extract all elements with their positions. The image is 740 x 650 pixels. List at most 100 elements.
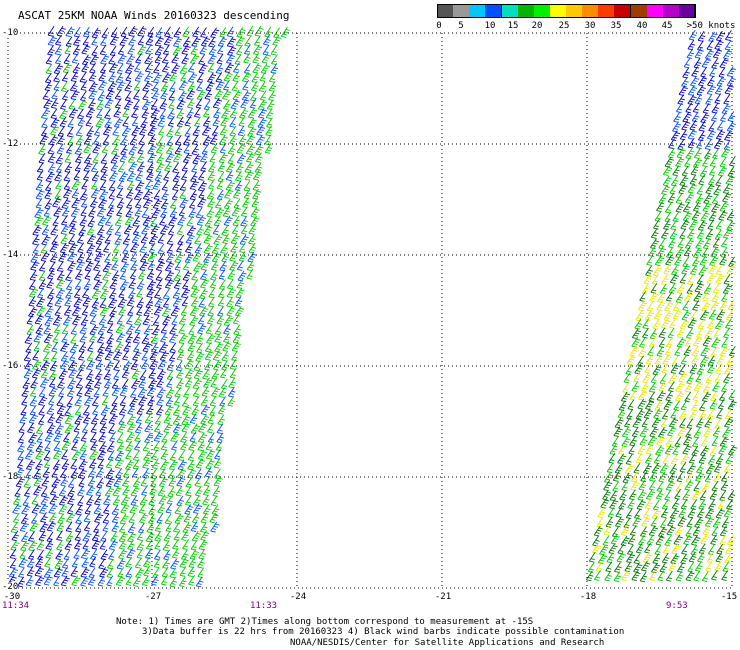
time-label-left: 11:34 bbox=[2, 601, 30, 611]
wind-barb bbox=[9, 558, 17, 569]
wind-barb bbox=[58, 485, 67, 497]
wind-barb bbox=[229, 107, 238, 119]
wind-barb bbox=[722, 561, 730, 573]
wind-barb bbox=[679, 409, 687, 420]
wind-barb bbox=[257, 99, 268, 111]
wind-barb bbox=[35, 441, 44, 453]
wind-barb bbox=[726, 76, 736, 87]
wind-barb bbox=[80, 205, 88, 217]
wind-barb bbox=[94, 369, 103, 381]
wind-barb bbox=[136, 404, 145, 415]
wind-barb bbox=[688, 219, 698, 231]
wind-barb bbox=[254, 35, 261, 47]
wind-barb bbox=[727, 399, 737, 411]
wind-barb bbox=[114, 234, 123, 246]
wind-barb bbox=[52, 196, 62, 208]
wind-barb bbox=[199, 151, 208, 163]
wind-barb bbox=[232, 313, 240, 325]
wind-barb bbox=[234, 305, 245, 317]
wind-barb bbox=[225, 170, 234, 181]
wind-barb bbox=[182, 522, 192, 534]
wind-barb bbox=[200, 512, 209, 524]
wind-barb bbox=[79, 449, 88, 461]
wind-barb bbox=[220, 367, 227, 379]
wind-barb bbox=[687, 228, 695, 240]
wind-barb bbox=[211, 251, 222, 263]
wind-barb bbox=[147, 152, 157, 164]
wind-barb bbox=[685, 328, 694, 339]
wind-barb bbox=[224, 188, 234, 199]
wind-barb bbox=[21, 386, 30, 398]
wind-barb bbox=[191, 512, 200, 524]
wind-barb bbox=[641, 560, 651, 572]
wind-barb bbox=[719, 490, 727, 502]
wind-barb bbox=[716, 120, 724, 131]
wind-barb bbox=[187, 467, 197, 479]
wind-barb bbox=[86, 359, 96, 371]
wind-barb bbox=[213, 107, 221, 119]
wind-barb bbox=[691, 445, 700, 457]
wind-barb bbox=[99, 539, 107, 550]
wind-barb bbox=[60, 351, 69, 362]
wind-barb bbox=[164, 26, 171, 38]
legend-label-25: 25 bbox=[558, 21, 570, 31]
wind-barb bbox=[662, 543, 670, 555]
wind-barb bbox=[639, 571, 648, 583]
wind-barb bbox=[53, 448, 63, 460]
wind-barb bbox=[132, 576, 141, 587]
wind-barb bbox=[147, 251, 157, 263]
wind-barb bbox=[659, 463, 669, 474]
wind-barb bbox=[112, 134, 121, 146]
wind-barb bbox=[118, 538, 127, 550]
wind-barb bbox=[668, 283, 677, 294]
wind-barb bbox=[81, 179, 89, 190]
wind-barb bbox=[692, 157, 703, 169]
wind-barb bbox=[179, 188, 187, 200]
wind-barb bbox=[48, 386, 58, 397]
wind-barb bbox=[680, 553, 688, 565]
wind-barb bbox=[43, 206, 51, 218]
wind-barb bbox=[658, 471, 668, 483]
wind-barb bbox=[74, 538, 82, 550]
time-label-right: 9:53 bbox=[666, 601, 688, 611]
wind-barb bbox=[633, 508, 641, 520]
wind-barb bbox=[150, 107, 160, 119]
wind-barb bbox=[184, 495, 192, 506]
wind-barb bbox=[145, 169, 154, 181]
wind-barb bbox=[710, 111, 718, 122]
wind-barb bbox=[113, 360, 120, 371]
wind-barb bbox=[117, 178, 124, 190]
wind-barb bbox=[641, 516, 651, 527]
wind-barb bbox=[34, 207, 44, 219]
wind-barb bbox=[153, 305, 164, 316]
wind-barb bbox=[218, 134, 229, 146]
wind-barb bbox=[676, 283, 685, 294]
wind-barb bbox=[203, 233, 213, 245]
wind-barb bbox=[676, 471, 684, 483]
wind-barb bbox=[621, 570, 631, 582]
wind-barb bbox=[187, 72, 198, 83]
wind-barb bbox=[224, 62, 234, 74]
wind-barb bbox=[100, 170, 108, 181]
wind-barb bbox=[668, 138, 675, 149]
wind-barb bbox=[597, 553, 608, 565]
wind-barb bbox=[20, 531, 29, 543]
wind-barb bbox=[716, 76, 726, 87]
wind-barb bbox=[125, 188, 134, 199]
wind-barb bbox=[42, 215, 52, 226]
wind-barb bbox=[618, 498, 626, 510]
wind-barb bbox=[631, 336, 641, 348]
wind-barb bbox=[236, 278, 245, 289]
wind-barb bbox=[127, 305, 134, 317]
wind-barb bbox=[625, 454, 633, 466]
wind-barb bbox=[64, 162, 73, 173]
wind-barb bbox=[96, 107, 103, 119]
wind-barb bbox=[181, 53, 189, 65]
wind-barb bbox=[724, 130, 734, 142]
wind-barb bbox=[681, 119, 691, 131]
wind-barb bbox=[648, 525, 659, 537]
wind-barb bbox=[67, 503, 74, 515]
wind-barb bbox=[104, 377, 112, 389]
wind-barb bbox=[241, 71, 252, 83]
wind-barb bbox=[150, 99, 158, 110]
